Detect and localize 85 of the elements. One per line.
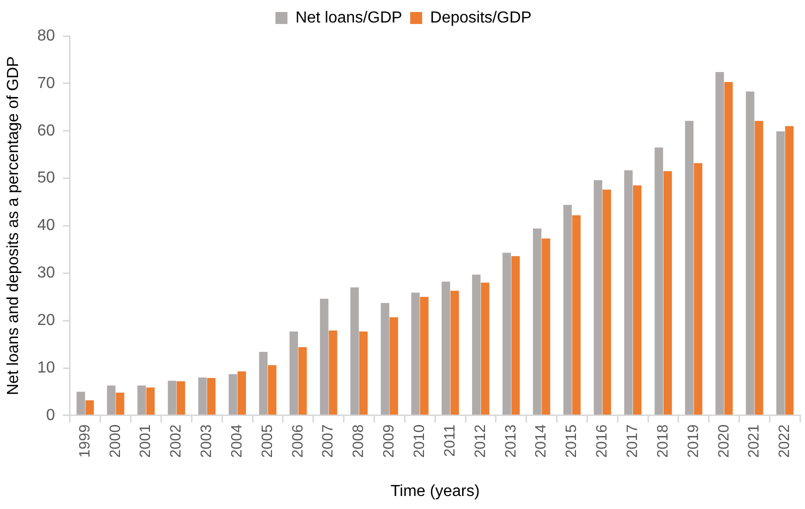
bar [715, 72, 724, 415]
bar [207, 378, 216, 415]
bar [654, 147, 664, 415]
bar [290, 331, 298, 415]
x-tick-label: 2002 [168, 424, 185, 458]
bar [380, 303, 390, 415]
bar [663, 171, 672, 415]
y-tick-label: 0 [46, 406, 56, 424]
bar [442, 282, 450, 415]
bar [238, 371, 246, 415]
bar [754, 120, 764, 415]
x-tick-label: 2010 [411, 424, 428, 458]
bar [176, 381, 186, 415]
y-tick-label: 10 [37, 359, 56, 376]
x-tick-label: 2017 [624, 424, 641, 458]
bar [359, 331, 368, 415]
bar [511, 256, 520, 415]
x-tick-label: 2007 [320, 424, 337, 458]
x-tick-label: 2012 [472, 424, 489, 458]
y-tick-label: 50 [37, 170, 56, 187]
bar [259, 352, 268, 415]
bar [542, 238, 550, 415]
bar [472, 274, 481, 415]
x-tick-label: 2022 [776, 424, 794, 458]
x-tick-label: 2020 [715, 424, 732, 458]
bar [350, 287, 359, 415]
y-tick-label: 20 [37, 312, 56, 329]
bar [685, 120, 694, 415]
bar [602, 190, 612, 415]
x-tick-label: 2008 [350, 424, 368, 458]
bar [198, 377, 207, 415]
x-tick-label: 2021 [746, 424, 763, 458]
bar [106, 386, 116, 415]
y-tick-label: 80 [37, 27, 56, 44]
bar [450, 290, 459, 415]
y-tick-label: 60 [37, 122, 56, 140]
legend-label: Deposits/GDP [430, 9, 532, 26]
bar [480, 282, 490, 415]
bar [268, 365, 276, 415]
x-tick-label: 2019 [684, 424, 702, 458]
bar [563, 204, 572, 415]
bar [502, 252, 511, 415]
x-tick-label: 1999 [76, 424, 94, 458]
y-tick-label: 70 [37, 74, 56, 92]
bar [146, 387, 155, 415]
bar [137, 386, 146, 415]
x-tick-label: 2011 [441, 424, 458, 457]
bar [785, 126, 794, 415]
x-axis-title: Time (years) [390, 482, 480, 500]
x-tick-label: 2000 [106, 424, 124, 458]
bar [76, 392, 86, 415]
bar [624, 170, 633, 415]
x-tick-label: 2003 [198, 424, 216, 458]
x-tick-label: 2009 [380, 424, 398, 458]
bar [390, 317, 398, 415]
bar [328, 330, 338, 415]
x-tick-label: 2006 [289, 424, 306, 458]
bar [116, 392, 124, 415]
bar [572, 215, 581, 415]
x-tick-label: 2013 [502, 424, 520, 458]
bar [746, 91, 754, 415]
bar [420, 296, 429, 415]
bar [168, 380, 176, 415]
x-tick-label: 2001 [137, 424, 154, 458]
bar [532, 228, 542, 415]
bar [594, 180, 602, 415]
legend-label: Net loans/GDP [295, 9, 402, 26]
bar [776, 131, 785, 415]
bar [694, 163, 702, 415]
x-tick-label: 2004 [228, 424, 246, 458]
bar [633, 185, 642, 415]
x-tick-label: 2014 [532, 424, 550, 458]
x-tick-label: 2016 [594, 424, 611, 458]
bar [228, 374, 238, 415]
x-tick-label: 2015 [563, 424, 580, 458]
bar [724, 82, 733, 415]
bar [298, 347, 307, 415]
y-axis-title: Net loans and deposits as a percentage of GDP [5, 56, 22, 396]
bar [320, 298, 328, 415]
x-tick-label: 2005 [258, 424, 276, 458]
y-tick-label: 40 [37, 217, 56, 234]
x-tick-label: 2018 [654, 424, 672, 458]
y-tick-label: 30 [37, 264, 56, 282]
bar [85, 400, 94, 415]
bar [411, 292, 420, 415]
